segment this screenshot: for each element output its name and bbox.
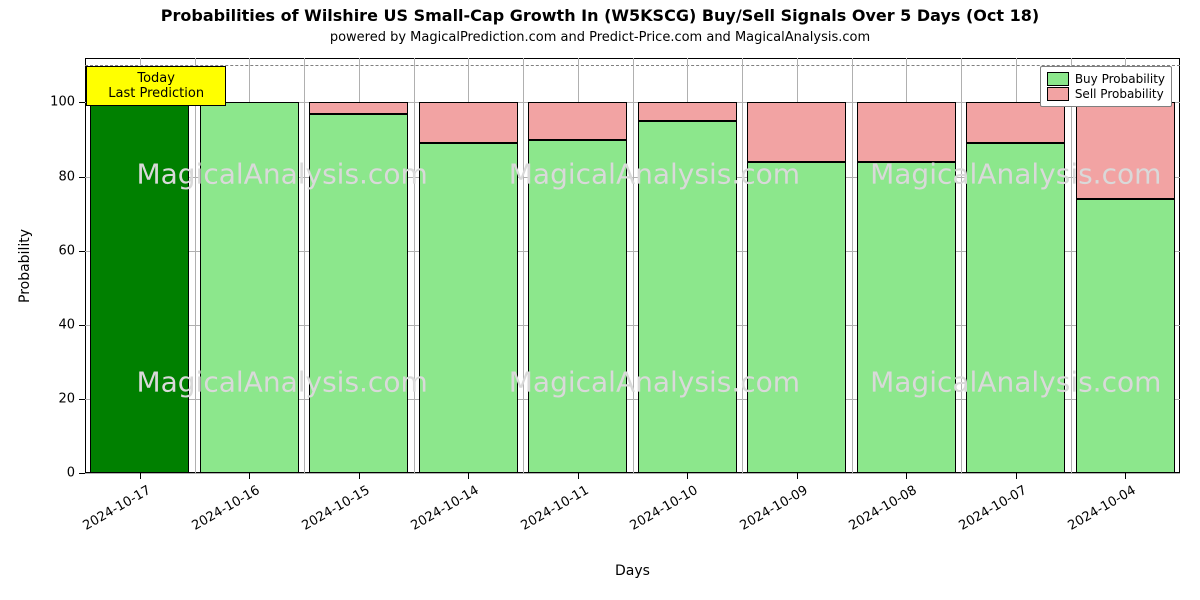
bar-buy bbox=[747, 162, 846, 473]
gridline-vertical bbox=[1071, 58, 1072, 473]
y-tick bbox=[79, 325, 85, 326]
plot-area: TodayLast PredictionMagicalAnalysis.comM… bbox=[85, 58, 1180, 473]
x-tick bbox=[249, 473, 250, 479]
bar-buy bbox=[857, 162, 956, 473]
gridline-vertical bbox=[304, 58, 305, 473]
x-tick bbox=[1125, 473, 1126, 479]
y-tick bbox=[79, 177, 85, 178]
legend: Buy ProbabilitySell Probability bbox=[1040, 66, 1172, 107]
gridline-vertical bbox=[742, 58, 743, 473]
bar-group bbox=[747, 58, 846, 473]
bar-buy bbox=[966, 143, 1065, 473]
bar-buy bbox=[528, 140, 627, 473]
x-tick bbox=[140, 473, 141, 479]
legend-label: Buy Probability bbox=[1075, 72, 1165, 86]
y-axis-label: Probability bbox=[17, 228, 33, 302]
gridline-vertical bbox=[414, 58, 415, 473]
legend-entry: Sell Probability bbox=[1047, 87, 1165, 101]
y-tick-label: 20 bbox=[45, 391, 75, 406]
x-tick-label: 2024-10-04 bbox=[1066, 483, 1139, 534]
annotation-line: Today bbox=[137, 71, 175, 87]
annotation-line: Last Prediction bbox=[108, 86, 204, 102]
bar-sell bbox=[747, 102, 846, 161]
bar-sell bbox=[528, 102, 627, 139]
y-tick bbox=[79, 251, 85, 252]
bar-buy bbox=[200, 102, 299, 473]
x-tick-label: 2024-10-07 bbox=[956, 483, 1029, 534]
x-tick bbox=[359, 473, 360, 479]
gridline-vertical bbox=[961, 58, 962, 473]
x-tick-label: 2024-10-09 bbox=[737, 483, 810, 534]
gridline-vertical bbox=[633, 58, 634, 473]
bar-buy bbox=[90, 102, 189, 473]
legend-swatch bbox=[1047, 87, 1069, 101]
chart-subtitle: powered by MagicalPrediction.com and Pre… bbox=[0, 30, 1200, 45]
gridline-vertical bbox=[195, 58, 196, 473]
bar-sell bbox=[419, 102, 518, 143]
bar-buy bbox=[1076, 199, 1175, 473]
bar-group bbox=[857, 58, 956, 473]
bar-buy bbox=[309, 114, 408, 473]
y-tick-label: 60 bbox=[45, 243, 75, 258]
gridline-vertical bbox=[852, 58, 853, 473]
x-tick bbox=[1016, 473, 1017, 479]
bar-sell bbox=[309, 102, 408, 113]
today-annotation: TodayLast Prediction bbox=[86, 66, 226, 106]
x-tick bbox=[687, 473, 688, 479]
x-tick bbox=[578, 473, 579, 479]
legend-entry: Buy Probability bbox=[1047, 72, 1165, 86]
y-tick bbox=[79, 102, 85, 103]
x-tick-label: 2024-10-10 bbox=[628, 483, 701, 534]
x-tick-label: 2024-10-14 bbox=[409, 483, 482, 534]
bar-sell bbox=[638, 102, 737, 121]
y-tick-label: 100 bbox=[45, 95, 75, 110]
x-tick-label: 2024-10-11 bbox=[518, 483, 591, 534]
y-tick bbox=[79, 399, 85, 400]
x-axis-label: Days bbox=[615, 563, 650, 579]
bar-group bbox=[528, 58, 627, 473]
x-tick bbox=[468, 473, 469, 479]
bar-sell bbox=[966, 102, 1065, 143]
bar-group bbox=[309, 58, 408, 473]
bar-sell bbox=[857, 102, 956, 161]
x-tick-label: 2024-10-15 bbox=[299, 483, 372, 534]
y-tick-label: 40 bbox=[45, 317, 75, 332]
chart-title: Probabilities of Wilshire US Small-Cap G… bbox=[0, 6, 1200, 25]
bar-buy bbox=[638, 121, 737, 473]
x-tick bbox=[906, 473, 907, 479]
x-tick-label: 2024-10-08 bbox=[847, 483, 920, 534]
x-tick-label: 2024-10-16 bbox=[190, 483, 263, 534]
bar-group bbox=[638, 58, 737, 473]
y-tick bbox=[79, 473, 85, 474]
x-tick-label: 2024-10-17 bbox=[80, 483, 153, 534]
y-tick-label: 80 bbox=[45, 169, 75, 184]
bar-group bbox=[90, 58, 189, 473]
bar-buy bbox=[419, 143, 518, 473]
y-tick-label: 0 bbox=[45, 466, 75, 481]
legend-swatch bbox=[1047, 72, 1069, 86]
x-tick bbox=[797, 473, 798, 479]
legend-label: Sell Probability bbox=[1075, 87, 1164, 101]
bar-group bbox=[419, 58, 518, 473]
bar-group bbox=[966, 58, 1065, 473]
gridline-vertical bbox=[523, 58, 524, 473]
bar-group bbox=[1076, 58, 1175, 473]
bar-sell bbox=[1076, 102, 1175, 198]
bar-group bbox=[200, 58, 299, 473]
